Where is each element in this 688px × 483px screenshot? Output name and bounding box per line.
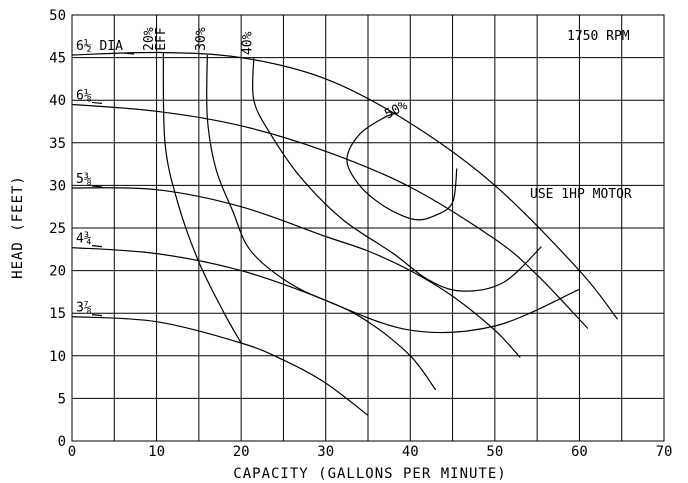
x-tick-label: 30 (317, 444, 334, 460)
y-axis-ticks: 0 5 10 15 20 25 30 35 40 45 50 (49, 8, 66, 450)
efficiency-curve (346, 112, 458, 221)
label-leader (91, 314, 103, 317)
efficiency-label: 50% (382, 98, 410, 122)
y-tick-label: 30 (49, 178, 66, 194)
head-capacity-curve (71, 103, 589, 329)
efficiency-label: EFF (154, 27, 169, 51)
x-tick-label: 50 (486, 444, 503, 460)
efficiency-curve (162, 52, 242, 344)
y-tick-label: 5 (58, 391, 66, 407)
label-leader (123, 52, 135, 55)
x-tick-label: 10 (148, 444, 165, 460)
motor-annotation: USE 1HP MOTOR (530, 187, 632, 202)
plot-frame (71, 14, 665, 442)
x-axis-title: CAPACITY (GALLONS PER MINUTE) (233, 466, 506, 482)
diameter-label: 5⅜ (76, 172, 92, 187)
efficiency-label: 40% (240, 31, 255, 55)
x-tick-label: 60 (571, 444, 588, 460)
y-tick-label: 50 (49, 8, 66, 24)
diameter-label: 6½ DIA (76, 39, 123, 54)
x-tick-label: 40 (402, 444, 419, 460)
diameter-label: 6⅛ (76, 88, 92, 103)
x-tick-label: 70 (656, 444, 673, 460)
head-capacity-curve (71, 187, 521, 358)
x-tick-label: 20 (233, 444, 250, 460)
y-tick-label: 45 (49, 51, 66, 67)
diameter-label: 4¾ (76, 232, 92, 247)
y-tick-label: 10 (49, 349, 66, 365)
diameter-label: 3⅞ (76, 301, 92, 316)
rpm-annotation: 1750 RPM (567, 29, 630, 44)
x-axis-ticks: 0 10 20 30 40 50 60 70 (68, 444, 673, 460)
efficiency-label: 20% (142, 27, 157, 51)
y-tick-label: 15 (49, 306, 66, 322)
efficiency-curve (206, 54, 580, 334)
y-tick-label: 35 (49, 136, 66, 152)
efficiency-label: 30% (194, 27, 209, 51)
y-axis-title: HEAD (FEET) (10, 175, 26, 279)
label-leader (91, 244, 103, 248)
y-tick-label: 40 (49, 93, 66, 109)
grid (71, 14, 665, 442)
efficiency-curve (251, 57, 542, 292)
label-leader (91, 185, 103, 188)
head-capacity-curve (71, 316, 369, 416)
y-tick-label: 0 (58, 434, 66, 450)
y-tick-label: 20 (49, 264, 66, 280)
y-tick-label: 25 (49, 221, 66, 237)
head-capacity-curve (71, 51, 618, 320)
x-tick-label: 0 (68, 444, 76, 460)
label-leader (91, 101, 103, 105)
curve-labels: 6½ DIA 6⅛ 5⅜ 4¾ 3⅞ 20%EFF 30% 40% 50% (76, 27, 410, 317)
curves (71, 51, 618, 416)
